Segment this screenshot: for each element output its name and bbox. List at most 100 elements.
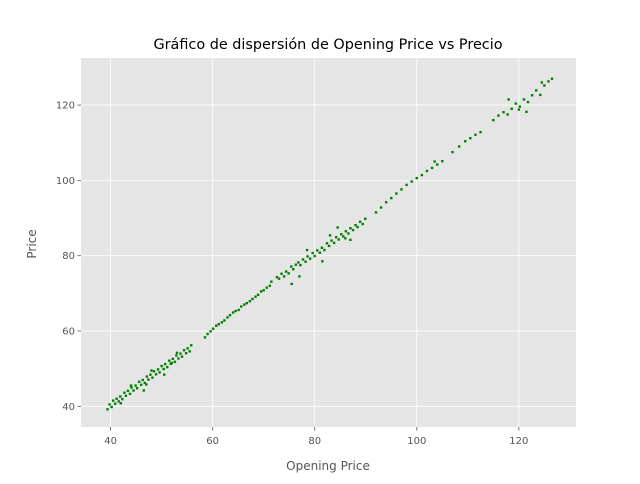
data-point [507, 98, 510, 101]
data-point [297, 261, 300, 264]
data-point [400, 188, 403, 191]
data-point [145, 375, 149, 378]
data-point [223, 319, 226, 322]
data-point [530, 94, 534, 97]
y-tick-label: 80 [62, 251, 75, 262]
data-point [497, 114, 500, 117]
data-point [334, 236, 338, 239]
data-point [141, 378, 144, 382]
data-point [502, 111, 505, 114]
data-point [162, 373, 166, 376]
data-point [298, 275, 301, 278]
data-point [134, 384, 137, 387]
data-point [211, 327, 215, 330]
data-point [145, 383, 148, 386]
data-point [435, 163, 439, 166]
data-point [254, 295, 257, 298]
data-point [184, 352, 188, 355]
data-point [526, 100, 530, 104]
data-point [251, 297, 254, 301]
data-point [132, 389, 135, 392]
data-point [175, 351, 179, 355]
data-point [140, 383, 143, 387]
data-point [256, 293, 260, 297]
data-point [270, 280, 273, 283]
data-point [170, 361, 174, 365]
data-point [128, 392, 132, 396]
data-point [342, 235, 345, 238]
data-point [160, 364, 163, 368]
data-point [290, 265, 293, 268]
data-point [304, 260, 307, 263]
data-point [313, 254, 316, 258]
data-point [321, 260, 324, 263]
data-point [330, 239, 333, 242]
data-point [325, 242, 329, 245]
data-point [540, 81, 544, 84]
data-point [121, 397, 124, 401]
data-point [441, 159, 444, 163]
data-point [405, 183, 408, 187]
data-point [384, 201, 388, 204]
data-point [290, 282, 293, 286]
data-point [420, 173, 424, 177]
x-tick-label: 60 [206, 436, 219, 447]
data-point [277, 277, 281, 280]
data-point [534, 89, 538, 92]
data-point [111, 399, 115, 402]
data-point [311, 251, 314, 255]
data-point [240, 305, 243, 308]
data-point [149, 373, 152, 376]
data-point [142, 389, 145, 392]
data-point [517, 108, 521, 111]
data-point [106, 408, 109, 411]
data-point [215, 324, 218, 327]
data-point [268, 284, 272, 288]
data-point [217, 323, 220, 326]
data-point [340, 233, 343, 236]
data-point [358, 220, 362, 223]
data-point [143, 381, 146, 385]
data-point [179, 352, 182, 355]
data-point [349, 226, 352, 230]
data-point [209, 330, 212, 333]
data-point [349, 238, 352, 242]
data-point [474, 133, 477, 137]
data-point [287, 272, 290, 275]
data-point [203, 336, 207, 339]
y-axis-label: Price [25, 229, 39, 258]
data-point [166, 365, 169, 369]
data-point [245, 301, 249, 305]
data-point [430, 166, 434, 170]
data-point [248, 300, 252, 303]
data-point [228, 313, 232, 317]
data-point [539, 93, 542, 97]
y-tick-label: 120 [56, 101, 75, 112]
y-tick-label: 60 [62, 326, 75, 337]
data-point [231, 311, 235, 314]
plot-area [81, 58, 576, 427]
data-point [457, 145, 461, 148]
data-point [280, 272, 283, 275]
data-point [119, 395, 122, 398]
data-point [180, 355, 184, 358]
data-point [354, 223, 357, 227]
data-point [433, 160, 436, 163]
data-point [262, 289, 265, 292]
data-point [182, 348, 186, 352]
data-point [259, 290, 263, 293]
data-point [190, 344, 193, 347]
data-point [164, 362, 167, 366]
x-tick-label: 80 [308, 436, 321, 447]
data-point [318, 251, 322, 254]
data-point [347, 232, 350, 235]
data-point [522, 98, 526, 101]
data-point [129, 384, 133, 387]
data-point [464, 140, 467, 143]
y-tick-label: 100 [56, 176, 75, 187]
data-point [234, 309, 237, 313]
data-point [327, 244, 331, 248]
data-point [374, 211, 378, 214]
data-point [320, 246, 324, 249]
data-point [282, 275, 286, 278]
